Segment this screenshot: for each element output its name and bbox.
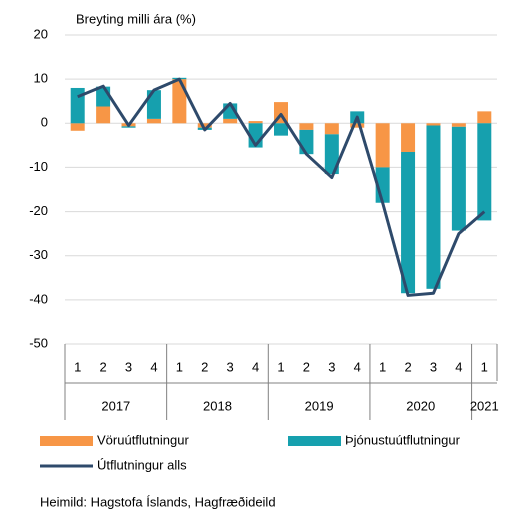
x-tick-label: 2 xyxy=(404,359,411,374)
bar xyxy=(299,123,314,130)
bar xyxy=(96,106,111,124)
x-tick-label: 3 xyxy=(227,359,234,374)
x-tick-label: 4 xyxy=(455,359,462,374)
legend-label: Útflutningur alls xyxy=(97,457,187,472)
legend-label: Þjónustuútflutningur xyxy=(345,432,461,447)
y-tick-label: -10 xyxy=(29,159,48,174)
bar xyxy=(146,118,161,124)
legend-swatch xyxy=(40,436,93,446)
x-tick-label: 1 xyxy=(277,359,284,374)
line xyxy=(77,77,486,297)
x-tick-label: 2 xyxy=(303,359,310,374)
source: Heimild: Hagstofa Íslands, Hagfræðideild xyxy=(40,494,276,509)
bar xyxy=(121,126,136,128)
y-tick-label: -30 xyxy=(29,247,48,262)
bar xyxy=(451,126,466,231)
bar xyxy=(477,123,492,221)
y-tick-label: 10 xyxy=(34,71,48,86)
bar xyxy=(197,123,212,128)
bar xyxy=(401,123,416,152)
bar xyxy=(324,123,339,135)
x-tick-label: 1 xyxy=(74,359,81,374)
bar xyxy=(223,118,238,124)
y-tick-label: -20 xyxy=(29,203,48,218)
bar xyxy=(477,111,492,124)
x-tick-label: 4 xyxy=(354,359,361,374)
x-group-label: 2020 xyxy=(406,398,435,413)
y-tick-label: 0 xyxy=(41,115,48,130)
bar xyxy=(248,121,263,124)
bar xyxy=(172,79,187,124)
bar xyxy=(324,134,339,175)
y-tick-label: 20 xyxy=(34,26,48,41)
bar xyxy=(299,129,314,155)
bar xyxy=(274,123,288,136)
legend-label: Vöruútflutningur xyxy=(97,432,189,447)
x-tick-label: 1 xyxy=(176,359,183,374)
y-axis-label: Breyting milli ára (%) xyxy=(76,11,196,26)
bar xyxy=(451,123,466,127)
x-tick-label: 1 xyxy=(379,359,386,374)
x-tick-label: 3 xyxy=(430,359,437,374)
x-group-label: 2019 xyxy=(305,398,334,413)
x-group-label: 2017 xyxy=(101,398,130,413)
bar xyxy=(350,123,365,128)
bar xyxy=(426,125,441,289)
bar xyxy=(401,151,416,294)
bar xyxy=(70,123,85,131)
x-tick-label: 2 xyxy=(201,359,208,374)
bar xyxy=(375,123,390,168)
legend-swatch xyxy=(288,436,341,446)
y-tick-label: -40 xyxy=(29,291,48,306)
x-tick-label: 4 xyxy=(150,359,157,374)
x-tick-label: 1 xyxy=(481,359,488,374)
x-group-label: 2018 xyxy=(203,398,232,413)
x-tick-label: 2 xyxy=(100,359,107,374)
x-group-label: 2021 xyxy=(470,398,499,413)
x-tick-label: 4 xyxy=(252,359,259,374)
x-tick-label: 3 xyxy=(328,359,335,374)
x-tick-label: 3 xyxy=(125,359,132,374)
bar xyxy=(426,123,441,126)
y-tick-label: -50 xyxy=(29,335,48,350)
